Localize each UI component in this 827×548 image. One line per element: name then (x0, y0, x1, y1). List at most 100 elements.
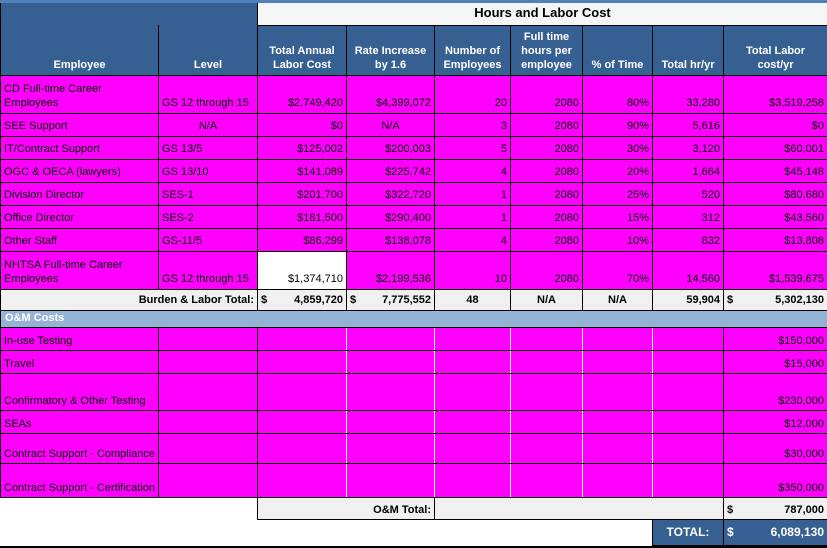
cell-annual-cost[interactable]: $0 (258, 113, 347, 136)
cell-om-blank[interactable] (653, 374, 724, 411)
burden-hours[interactable]: N/A (511, 289, 583, 310)
cell-labor-cost[interactable]: $13,808 (724, 228, 827, 251)
cell-rate-increase[interactable]: $322,720 (347, 182, 435, 205)
om-total-label[interactable]: O&M Total: (258, 498, 435, 520)
cell-annual-cost[interactable]: $181,500 (258, 205, 347, 228)
cell-rate-increase[interactable]: $138,078 (347, 228, 435, 251)
cell-pct-time[interactable]: 10% (583, 228, 653, 251)
cell-employee[interactable]: SEE Support (1, 113, 159, 136)
cell-rate-increase[interactable]: $4,399,072 (347, 75, 435, 113)
cell-labor-cost[interactable]: $1,539,675 (724, 251, 827, 289)
cell-annual-cost-highlighted[interactable]: $1,374,710 (258, 251, 347, 289)
cell-om-blank[interactable] (435, 374, 511, 411)
cell-om-value[interactable]: $12,000 (724, 411, 827, 434)
cell-om-blank[interactable] (258, 411, 347, 434)
cell-num-employees[interactable]: 1 (435, 182, 511, 205)
cell-om-level[interactable] (159, 434, 258, 464)
cell-annual-cost[interactable]: $86,299 (258, 228, 347, 251)
grand-total-label[interactable]: TOTAL: (653, 520, 724, 546)
cell-employee[interactable]: IT/Contract Support (1, 136, 159, 159)
cell-num-employees[interactable]: 10 (435, 251, 511, 289)
cell-total-hr[interactable]: 33,280 (653, 75, 724, 113)
cell-om-label[interactable]: In-use Testing (1, 328, 159, 351)
cell-total-hr[interactable]: 520 (653, 182, 724, 205)
cell-level[interactable]: GS 13/10 (159, 159, 258, 182)
cell-annual-cost[interactable]: $2,749,420 (258, 75, 347, 113)
cell-om-blank[interactable] (583, 411, 653, 434)
cell-num-employees[interactable]: 3 (435, 113, 511, 136)
cell-om-blank[interactable] (653, 328, 724, 351)
cell-om-blank[interactable] (511, 374, 583, 411)
burden-rate-increase[interactable]: $ 7,775,552 (347, 289, 435, 310)
cell-level[interactable]: GS-11/5 (159, 228, 258, 251)
cell-om-level[interactable] (159, 411, 258, 434)
cell-om-blank[interactable] (258, 434, 347, 464)
cell-num-employees[interactable]: 4 (435, 228, 511, 251)
cell-total-hr[interactable]: 1,664 (653, 159, 724, 182)
cell-om-label[interactable]: SEAs (1, 411, 159, 434)
cell-pct-time[interactable]: 80% (583, 75, 653, 113)
cell-total-hr[interactable]: 5,616 (653, 113, 724, 136)
burden-total-label[interactable]: Burden & Labor Total: (1, 289, 258, 310)
cell-om-value[interactable]: $150,000 (724, 328, 827, 351)
cell-hours[interactable]: 2080 (511, 182, 583, 205)
col-header-pct-time[interactable]: % of Time (583, 25, 653, 75)
cell-om-value[interactable]: $30,000 (724, 434, 827, 464)
cell-employee[interactable]: CD Full-time Career Employees (1, 75, 159, 113)
grand-total-value[interactable]: $ 6,089,130 (724, 520, 827, 546)
cell-om-blank[interactable] (258, 328, 347, 351)
cell-om-level[interactable] (159, 328, 258, 351)
cell-labor-cost[interactable]: $0 (724, 113, 827, 136)
cell-hours[interactable]: 2080 (511, 136, 583, 159)
cell-labor-cost[interactable]: $80,680 (724, 182, 827, 205)
cell-pct-time[interactable]: 70% (583, 251, 653, 289)
cell-om-blank[interactable] (511, 411, 583, 434)
cell-om-blank[interactable] (347, 351, 435, 374)
cell-om-blank[interactable] (653, 351, 724, 374)
col-header-employee[interactable]: Employee (1, 25, 159, 75)
cell-labor-cost[interactable]: $60,001 (724, 136, 827, 159)
cell-annual-cost[interactable]: $141,089 (258, 159, 347, 182)
cell-om-value[interactable]: $350,000 (724, 464, 827, 498)
cell-om-blank[interactable] (435, 464, 511, 498)
cell-employee[interactable]: Office Director (1, 205, 159, 228)
burden-total-hr[interactable]: 59,904 (653, 289, 724, 310)
om-total-spacer[interactable] (435, 498, 724, 520)
cell-om-blank[interactable] (653, 411, 724, 434)
cell-om-blank[interactable] (653, 434, 724, 464)
cell-rate-increase[interactable]: $2,199,536 (347, 251, 435, 289)
col-header-total-hr[interactable]: Total hr/yr (653, 25, 724, 75)
cell-labor-cost[interactable]: $3,519,258 (724, 75, 827, 113)
cell-om-blank[interactable] (347, 411, 435, 434)
cell-om-blank[interactable] (347, 374, 435, 411)
cell-om-label[interactable]: Confirmatory & Other Testing (1, 374, 159, 411)
cell-hours[interactable]: 2080 (511, 205, 583, 228)
cell-hours[interactable]: 2080 (511, 251, 583, 289)
cell-om-blank[interactable] (347, 434, 435, 464)
cell-hours[interactable]: 2080 (511, 228, 583, 251)
cell-om-blank[interactable] (511, 464, 583, 498)
cell-total-hr[interactable]: 832 (653, 228, 724, 251)
cell-om-blank[interactable] (653, 464, 724, 498)
cell-labor-cost[interactable]: $45,148 (724, 159, 827, 182)
cell-om-value[interactable]: $230,000 (724, 374, 827, 411)
burden-num-employees[interactable]: 48 (435, 289, 511, 310)
cell-om-blank[interactable] (347, 464, 435, 498)
col-header-total-labor-cost[interactable]: Total Labor cost/yr (724, 25, 827, 75)
cell-om-label[interactable]: Travel (1, 351, 159, 374)
burden-labor-cost[interactable]: $ 5,302,130 (724, 289, 827, 310)
col-header-num-employees[interactable]: Number of Employees (435, 25, 511, 75)
burden-pct-time[interactable]: N/A (583, 289, 653, 310)
cell-om-blank[interactable] (583, 328, 653, 351)
cell-rate-increase[interactable]: $225,742 (347, 159, 435, 182)
cell-annual-cost[interactable]: $125,002 (258, 136, 347, 159)
cell-level[interactable]: SES-1 (159, 182, 258, 205)
cell-pct-time[interactable]: 30% (583, 136, 653, 159)
cell-om-value[interactable]: $15,000 (724, 351, 827, 374)
cell-om-blank[interactable] (435, 328, 511, 351)
om-total-value[interactable]: $ 787,000 (724, 498, 827, 520)
cell-total-hr[interactable]: 3,120 (653, 136, 724, 159)
cell-om-blank[interactable] (435, 411, 511, 434)
col-header-level[interactable]: Level (159, 25, 258, 75)
cell-om-blank[interactable] (258, 464, 347, 498)
